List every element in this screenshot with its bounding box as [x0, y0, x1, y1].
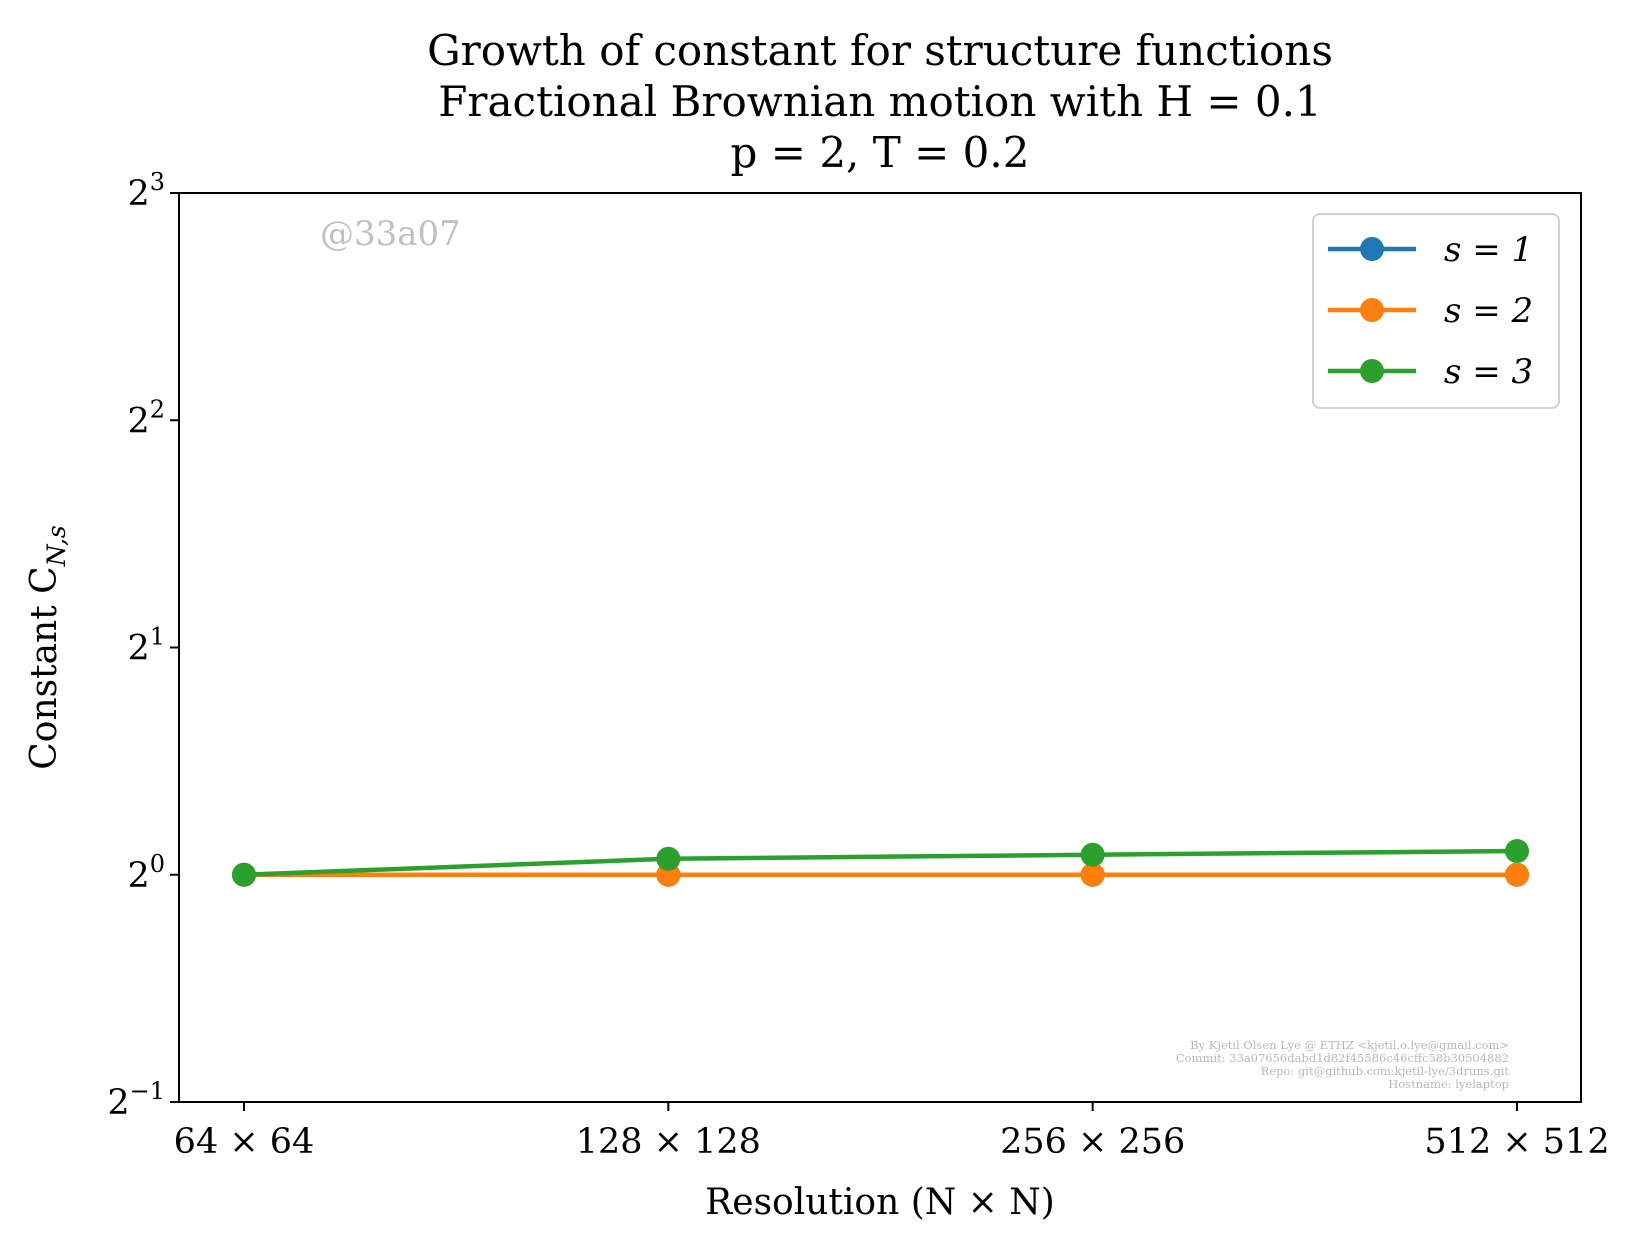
credits-line: Repo: git@github.com:kjetil-lye/3druns.g… [1261, 1064, 1510, 1078]
legend-swatch-marker [1360, 359, 1384, 383]
legend-label: s = 1 [1444, 230, 1533, 270]
legend-entry: s = 2 [1328, 291, 1533, 331]
x-tick-label: 512 × 512 [1424, 1122, 1609, 1162]
y-tick-label: 20 [127, 850, 165, 896]
x-tick-label: 128 × 128 [576, 1122, 761, 1162]
data-point [232, 862, 256, 887]
series-line [243, 848, 1518, 877]
chart-title-line: p = 2, T = 0.2 [731, 128, 1030, 177]
data-point [1505, 839, 1529, 864]
y-tick-label: 21 [127, 623, 165, 669]
chart-title-line: Growth of constant for structure functio… [427, 26, 1333, 75]
data-point [656, 846, 681, 871]
y-tick-label: 23 [127, 168, 165, 214]
y-tick-label: 22 [127, 395, 165, 441]
credits-line: By Kjetil Olsen Lye @ ETHZ <kjetil.o.lye… [1190, 1038, 1509, 1052]
legend: s = 1 s = 2 s = 3 [1312, 213, 1560, 409]
data-point [1080, 862, 1105, 887]
credits-line: Commit: 33a07656dabd1d82f45586c46cffc58b… [1176, 1051, 1509, 1065]
y-axis-label: Constant CN,s [24, 525, 71, 770]
x-tick-label: 64 × 64 [174, 1122, 315, 1162]
data-point [1080, 842, 1105, 867]
x-axis-label: Resolution (N × N) [705, 1182, 1055, 1223]
y-tick-label: 2−1 [107, 1077, 165, 1123]
series-3 [232, 839, 1529, 887]
legend-label: s = 2 [1444, 291, 1533, 331]
x-axis: 64 × 64 128 × 128 256 × 256 512 × 512 [174, 1102, 1610, 1162]
legend-label: s = 3 [1444, 352, 1533, 392]
y-axis: 2−1 20 21 22 23 [107, 168, 179, 1123]
credits-line: Hostname: lyelaptop [1388, 1077, 1509, 1091]
watermark: @33a07 [320, 214, 461, 254]
legend-swatch-marker [1360, 298, 1384, 322]
x-tick-label: 256 × 256 [1000, 1122, 1185, 1162]
legend-entry: s = 3 [1328, 352, 1533, 392]
series-group [232, 839, 1529, 887]
credits: By Kjetil Olsen Lye @ ETHZ <kjetil.o.lye… [1176, 1038, 1510, 1091]
legend-swatch-marker [1360, 237, 1384, 261]
legend-entry: s = 1 [1328, 230, 1533, 270]
chart-title-line: Fractional Brownian motion with H = 0.1 [438, 77, 1321, 126]
chart-title: Growth of constant for structure functio… [427, 26, 1333, 177]
data-point [1505, 862, 1529, 887]
